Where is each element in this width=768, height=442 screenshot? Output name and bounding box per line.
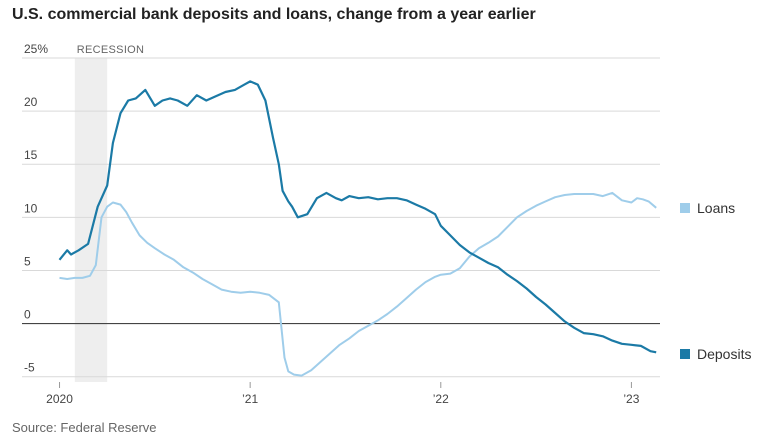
y-tick-label: 20 bbox=[24, 95, 38, 109]
recession-label: RECESSION bbox=[77, 44, 145, 56]
y-tick-label: 15 bbox=[24, 148, 38, 162]
loans-series-line bbox=[59, 191, 657, 377]
x-tick-label: 2020 bbox=[46, 392, 73, 406]
y-gridlines bbox=[22, 57, 660, 378]
x-tick-label: ’21 bbox=[242, 392, 258, 406]
legend-label-deposits: Deposits bbox=[697, 346, 751, 362]
legend: Loans Deposits bbox=[680, 200, 751, 362]
y-tick-label: 10 bbox=[24, 201, 38, 215]
x-tick-label: ’22 bbox=[433, 392, 449, 406]
y-tick-label: -5 bbox=[24, 361, 35, 375]
x-tick-label: ’23 bbox=[623, 392, 639, 406]
y-tick-labels: 25% 20 15 10 5 0 -5 bbox=[24, 42, 48, 375]
x-ticks: 2020 ’21 ’22 ’23 bbox=[46, 382, 640, 406]
legend-label-loans: Loans bbox=[697, 200, 735, 216]
y-tick-label: 0 bbox=[24, 308, 31, 322]
source-note: Source: Federal Reserve bbox=[12, 420, 157, 435]
deposits-series-line bbox=[58, 80, 657, 354]
legend-swatch-loans bbox=[680, 203, 690, 213]
y-tick-label: 5 bbox=[24, 254, 31, 268]
y-tick-label: 25% bbox=[24, 42, 48, 56]
recession-band bbox=[74, 58, 108, 382]
legend-swatch-deposits bbox=[680, 349, 690, 359]
chart-title: U.S. commercial bank deposits and loans,… bbox=[12, 6, 536, 23]
